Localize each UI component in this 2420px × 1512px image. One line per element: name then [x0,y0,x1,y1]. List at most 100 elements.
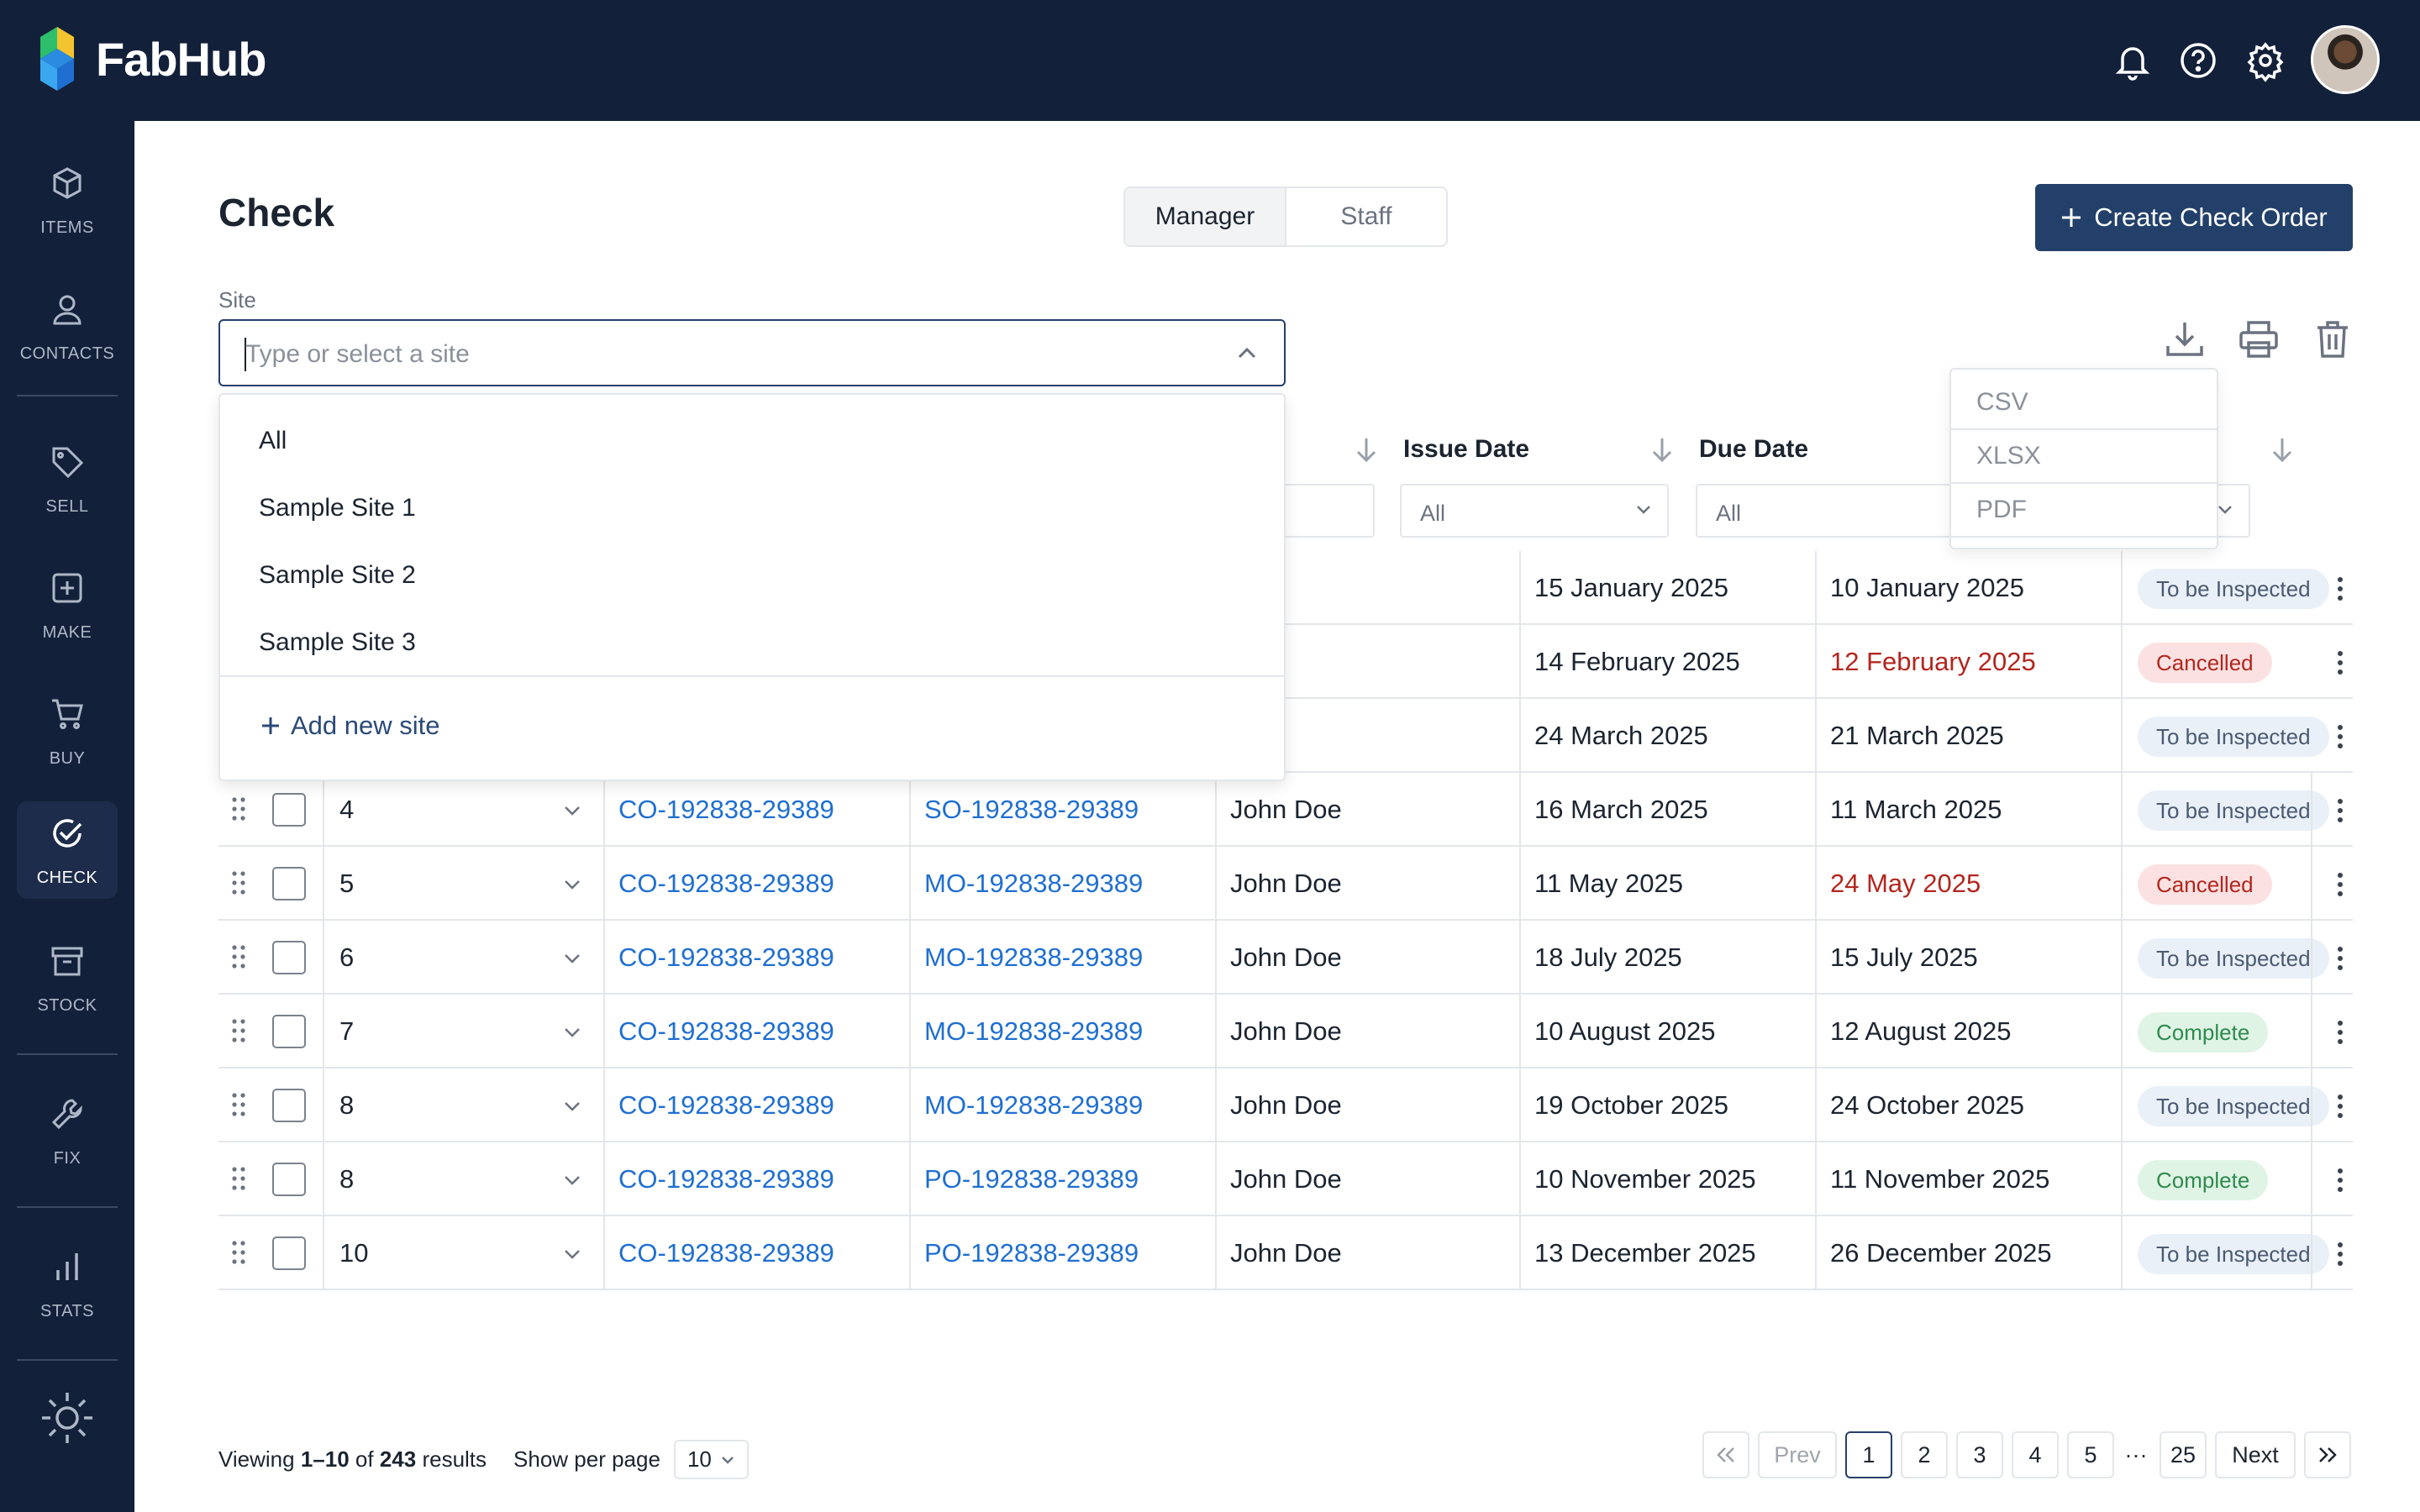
row-checkbox[interactable] [272,1089,306,1122]
page-button[interactable]: 3 [1956,1431,2003,1478]
table-row[interactable]: 15 January 2025 10 January 2025 To be In… [218,551,2353,625]
help-icon[interactable] [2175,37,2222,84]
chevron-down-icon[interactable] [563,1174,581,1186]
chevron-down-icon[interactable] [563,953,581,964]
per-page-select[interactable]: 10 [673,1440,749,1479]
source-order-link[interactable]: PO-192838-29389 [924,1164,1139,1194]
check-order-link[interactable]: CO-192838-29389 [618,1164,834,1194]
chevron-down-icon[interactable] [563,1100,581,1112]
staff-toggle[interactable]: Staff [1340,202,1392,230]
drag-handle-icon[interactable] [230,1240,247,1265]
check-order-link[interactable]: CO-192838-29389 [618,942,834,972]
prev-page-button[interactable]: Prev [1758,1431,1837,1478]
site-select[interactable] [218,319,1286,386]
table-row[interactable]: 10 CO-192838-29389 PO-192838-29389 John Doe… [218,1216,2353,1290]
sidebar-item-buy[interactable]: BUY [17,682,118,780]
drag-handle-icon[interactable] [230,944,247,969]
row-checkbox[interactable] [272,793,306,827]
create-check-order-button[interactable]: Create Check Order [2035,184,2353,251]
table-row[interactable]: 5 CO-192838-29389 MO-192838-29389 John Doe 1… [218,847,2353,921]
sidebar-item-stats[interactable]: STATS [17,1235,118,1332]
page-button[interactable]: 2 [1901,1431,1948,1478]
column-header-issue-date[interactable]: Issue Date [1403,435,1530,463]
table-row[interactable]: 8 CO-192838-29389 PO-192838-29389 John Doe 1… [218,1142,2353,1216]
more-vertical-icon[interactable] [2336,724,2344,749]
drag-handle-icon[interactable] [230,1018,247,1043]
app-logo[interactable]: FabHub [37,25,266,92]
chevron-down-icon[interactable] [563,879,581,890]
site-input[interactable] [245,336,1170,373]
check-order-link[interactable]: CO-192838-29389 [618,1090,834,1120]
site-option-all[interactable]: All [259,427,287,454]
row-checkbox[interactable] [272,1015,306,1048]
sidebar-item-sell[interactable]: SELL [17,430,118,528]
trash-icon[interactable] [2311,318,2354,361]
check-order-link[interactable]: CO-192838-29389 [618,795,834,824]
table-row[interactable]: 4 CO-192838-29389 SO-192838-29389 John Doe 1… [218,773,2353,847]
user-avatar[interactable] [2311,25,2380,94]
sidebar-item-check[interactable]: CHECK [17,801,118,899]
check-order-link[interactable]: CO-192838-29389 [618,1016,834,1046]
chevron-down-icon[interactable] [563,1026,581,1038]
more-vertical-icon[interactable] [2336,576,2344,601]
row-checkbox[interactable] [272,1163,306,1196]
row-checkbox[interactable] [272,867,306,900]
page-button[interactable]: 4 [2012,1431,2059,1478]
next-page-button[interactable]: Next [2215,1431,2296,1478]
page-button[interactable]: 25 [2160,1431,2207,1478]
manager-toggle[interactable]: Manager [1125,188,1286,245]
sun-icon[interactable] [39,1389,96,1446]
sidebar-item-fix[interactable]: FIX [17,1082,118,1179]
source-order-link[interactable]: PO-192838-29389 [924,1238,1139,1268]
sidebar-item-contacts[interactable]: CONTACTS [17,277,118,375]
more-vertical-icon[interactable] [2336,1242,2344,1267]
site-option[interactable]: Sample Site 1 [259,494,416,522]
page-button[interactable]: 1 [1845,1431,1892,1478]
export-pdf[interactable]: PDF [1951,484,2217,538]
bell-icon[interactable] [2109,37,2156,84]
sidebar-item-items[interactable]: ITEMS [17,151,118,249]
column-header-due-date[interactable]: Due Date [1699,435,1809,463]
more-vertical-icon[interactable] [2336,798,2344,823]
source-order-link[interactable]: MO-192838-29389 [924,869,1144,898]
more-vertical-icon[interactable] [2336,1168,2344,1193]
table-row[interactable]: 14 February 2025 12 February 2025 Cancel… [218,625,2353,699]
add-new-site-button[interactable]: Add new site [260,711,440,741]
table-row[interactable]: 8 CO-192838-29389 MO-192838-29389 John Doe 1… [218,1068,2353,1142]
print-icon[interactable] [2237,318,2281,361]
sort-arrow-icon[interactable] [2270,435,2294,464]
gear-icon[interactable] [2242,37,2289,84]
check-order-link[interactable]: CO-192838-29389 [618,1238,834,1268]
download-icon[interactable] [2163,318,2207,361]
export-xlsx[interactable]: XLSX [1951,430,2217,484]
drag-handle-icon[interactable] [230,1092,247,1117]
more-vertical-icon[interactable] [2336,1094,2344,1119]
first-page-button[interactable] [1702,1431,1749,1478]
site-option[interactable]: Sample Site 3 [259,628,416,656]
issue-date-filter[interactable]: All [1400,484,1669,538]
source-order-link[interactable]: MO-192838-29389 [924,1090,1144,1120]
table-row[interactable]: 24 March 2025 21 March 2025 To be Inspec… [218,699,2353,773]
table-row[interactable]: 6 CO-192838-29389 MO-192838-29389 John Doe 1… [218,921,2353,995]
source-order-link[interactable]: MO-192838-29389 [924,1016,1144,1046]
chevron-up-icon[interactable] [1235,344,1259,361]
more-vertical-icon[interactable] [2336,650,2344,675]
sort-arrow-icon[interactable] [1355,435,1378,464]
column-filter[interactable] [1277,484,1375,538]
table-row[interactable]: 7 CO-192838-29389 MO-192838-29389 John Doe 1… [218,995,2353,1068]
export-csv[interactable]: CSV [1951,376,2217,430]
row-checkbox[interactable] [272,1236,306,1270]
sidebar-item-make[interactable]: MAKE [17,556,118,654]
more-vertical-icon[interactable] [2336,1020,2344,1045]
row-checkbox[interactable] [272,941,306,974]
more-vertical-icon[interactable] [2336,946,2344,971]
last-page-button[interactable] [2304,1431,2351,1478]
drag-handle-icon[interactable] [230,870,247,895]
due-date-filter[interactable]: All [1696,484,1965,538]
check-order-link[interactable]: CO-192838-29389 [618,869,834,898]
more-vertical-icon[interactable] [2336,872,2344,897]
drag-handle-icon[interactable] [230,796,247,822]
sort-arrow-icon[interactable] [1650,435,1674,464]
page-button[interactable]: 5 [2067,1431,2114,1478]
site-option[interactable]: Sample Site 2 [259,561,416,589]
